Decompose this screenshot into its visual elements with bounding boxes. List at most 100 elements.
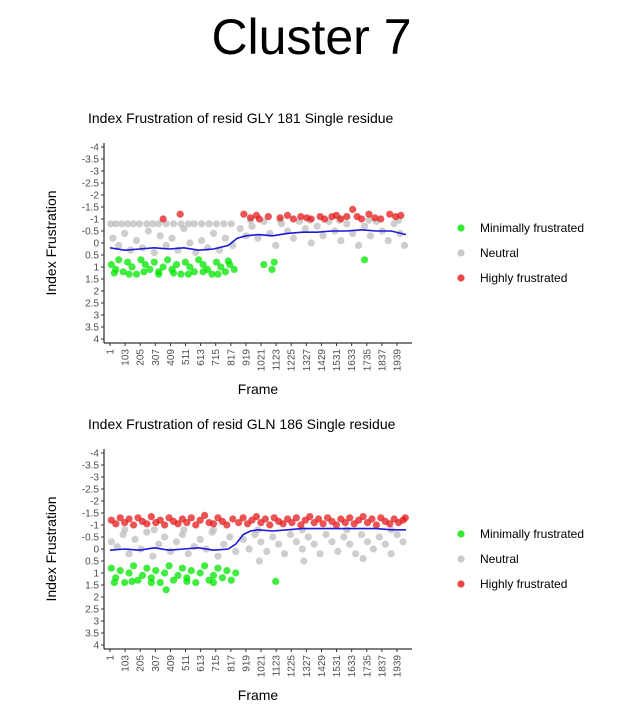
- data-point: [319, 232, 327, 240]
- data-point: [372, 521, 380, 529]
- x-tick-label: 1123: [272, 349, 283, 371]
- data-point: [310, 540, 318, 548]
- data-point: [209, 526, 218, 534]
- chart-panel-gln186: Index Frustration of resid GLN 186 Singl…: [0, 409, 623, 714]
- data-point: [164, 256, 172, 264]
- x-tick-label: 613: [196, 655, 207, 672]
- data-point: [320, 215, 329, 223]
- data-point: [161, 569, 169, 577]
- data-point: [129, 220, 138, 228]
- data-point: [399, 538, 407, 546]
- data-point: [124, 258, 132, 266]
- data-point: [212, 258, 221, 266]
- x-tick-label: 1939: [392, 349, 403, 372]
- data-point: [155, 270, 163, 278]
- data-point: [155, 220, 163, 228]
- data-point: [112, 520, 120, 528]
- data-point: [107, 564, 115, 572]
- data-point: [306, 513, 314, 521]
- x-tick-label: 1837: [377, 655, 388, 678]
- data-point: [270, 258, 278, 266]
- data-point: [343, 526, 351, 534]
- data-point: [205, 220, 213, 228]
- data-point: [275, 540, 283, 548]
- data-point: [183, 577, 191, 585]
- legend-label: Neutral: [480, 246, 519, 260]
- data-point: [198, 237, 206, 245]
- y-tick-label: 2: [93, 593, 99, 604]
- data-point: [252, 513, 261, 521]
- data-point: [381, 540, 389, 548]
- y-tick-label: -1: [90, 215, 99, 226]
- data-point: [263, 547, 271, 555]
- data-point: [129, 562, 138, 570]
- data-point: [135, 220, 144, 228]
- x-tick-label: 1225: [287, 349, 298, 372]
- data-point: [269, 533, 277, 541]
- data-point: [209, 579, 218, 587]
- legend-label: Minimally frustrated: [480, 221, 584, 235]
- x-tick-label: 1327: [302, 349, 313, 372]
- data-point: [260, 261, 268, 269]
- data-point: [235, 519, 243, 527]
- data-point: [116, 567, 124, 575]
- data-point: [107, 261, 115, 269]
- data-point: [159, 263, 167, 271]
- y-tick-label: -4: [90, 449, 99, 460]
- series-high: [107, 511, 409, 529]
- y-tick-label: 3.5: [85, 629, 99, 640]
- x-tick-label: 1531: [332, 349, 343, 372]
- data-point: [357, 531, 366, 539]
- legend-marker: [457, 274, 465, 282]
- data-point: [177, 270, 185, 278]
- x-tick-label: 205: [136, 349, 147, 366]
- data-point: [363, 538, 372, 546]
- y-tick-label: 0.5: [85, 557, 99, 568]
- x-tick-label: 1633: [347, 655, 358, 678]
- data-point: [229, 515, 237, 523]
- data-point: [159, 215, 167, 223]
- data-point: [220, 540, 228, 548]
- data-point: [112, 220, 120, 228]
- data-point: [246, 214, 255, 222]
- data-point: [146, 265, 154, 273]
- data-point: [289, 234, 298, 242]
- series-minimal: [107, 256, 369, 278]
- data-point: [166, 547, 175, 555]
- y-tick-label: 2.5: [85, 605, 99, 616]
- data-point: [192, 521, 200, 529]
- y-tick-label: -0.5: [82, 227, 100, 238]
- x-tick-label: 1225: [287, 655, 298, 678]
- y-tick-label: -3.5: [82, 155, 100, 166]
- x-tick-label: 817: [226, 349, 237, 366]
- y-tick-label: 0: [93, 239, 99, 250]
- data-point: [131, 535, 139, 543]
- data-point: [132, 237, 141, 245]
- data-point: [128, 263, 136, 271]
- data-point: [152, 567, 160, 575]
- data-point: [184, 550, 192, 558]
- x-axis-label: Frame: [238, 381, 279, 397]
- x-tick-label: 1123: [272, 655, 283, 677]
- data-point: [255, 557, 264, 565]
- data-point: [221, 234, 229, 242]
- data-point: [143, 220, 151, 228]
- data-point: [377, 215, 385, 223]
- data-point: [138, 571, 147, 579]
- data-point: [313, 222, 321, 230]
- x-tick-label: 1: [106, 349, 117, 355]
- y-axis-label: Index Frustration: [43, 190, 59, 295]
- data-point: [115, 241, 123, 249]
- data-point: [257, 538, 265, 546]
- data-point: [337, 237, 345, 245]
- x-tick-label: 307: [151, 349, 162, 366]
- data-point: [143, 528, 151, 536]
- y-tick-label: -0.5: [82, 533, 100, 544]
- data-point: [176, 210, 184, 218]
- data-point: [186, 263, 194, 271]
- data-point: [266, 521, 274, 529]
- x-tick-label: 1021: [257, 655, 268, 678]
- data-point: [369, 545, 378, 553]
- data-point: [150, 526, 158, 534]
- data-point: [156, 579, 164, 587]
